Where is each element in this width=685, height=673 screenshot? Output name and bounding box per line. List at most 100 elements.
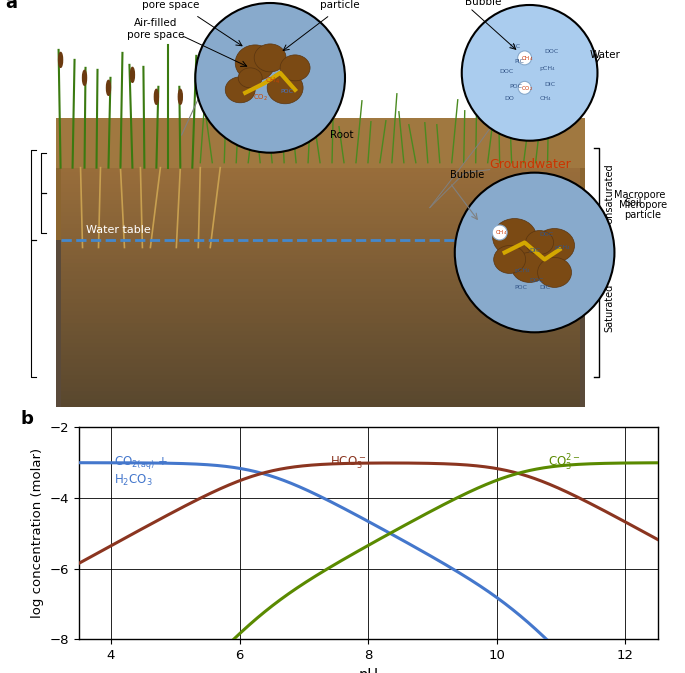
Polygon shape <box>60 367 580 371</box>
Text: pCH₄: pCH₄ <box>514 269 530 273</box>
Ellipse shape <box>512 252 547 283</box>
Ellipse shape <box>518 81 531 94</box>
Text: Micropore: Micropore <box>619 200 668 209</box>
Polygon shape <box>60 379 580 383</box>
Text: CO$_3^{2-}$: CO$_3^{2-}$ <box>548 453 581 472</box>
Text: Air-filled
pore space: Air-filled pore space <box>127 18 184 40</box>
Text: POC: POC <box>280 89 293 94</box>
Text: DOC: DOC <box>540 232 554 236</box>
Ellipse shape <box>493 219 536 256</box>
Ellipse shape <box>538 258 571 287</box>
Ellipse shape <box>280 55 310 81</box>
Polygon shape <box>60 355 580 359</box>
Text: b: b <box>21 411 34 429</box>
Polygon shape <box>60 343 580 347</box>
Polygon shape <box>60 211 580 215</box>
Ellipse shape <box>178 90 182 104</box>
Text: Bubble: Bubble <box>450 170 484 180</box>
Text: CH$_4$: CH$_4$ <box>495 229 507 238</box>
Text: POC: POC <box>510 84 523 89</box>
Polygon shape <box>60 240 580 244</box>
Polygon shape <box>60 376 580 379</box>
Text: Saturated: Saturated <box>604 284 614 332</box>
Text: a: a <box>5 0 18 12</box>
Text: Water-filled
pore space: Water-filled pore space <box>140 0 200 10</box>
Polygon shape <box>60 184 580 188</box>
Polygon shape <box>60 339 580 343</box>
Polygon shape <box>60 320 580 323</box>
X-axis label: pH: pH <box>358 668 378 673</box>
Polygon shape <box>55 207 584 407</box>
Polygon shape <box>60 399 580 403</box>
Ellipse shape <box>493 225 507 240</box>
Text: CH₄: CH₄ <box>540 96 551 101</box>
Polygon shape <box>60 232 580 236</box>
Text: HCO$_3^-$: HCO$_3^-$ <box>329 454 366 471</box>
Ellipse shape <box>525 231 553 254</box>
Polygon shape <box>60 383 580 387</box>
Polygon shape <box>60 223 580 227</box>
Ellipse shape <box>518 51 532 65</box>
Ellipse shape <box>455 173 614 332</box>
Text: DOC: DOC <box>545 49 559 54</box>
Text: Soil
particle: Soil particle <box>625 198 662 219</box>
Text: Bubble: Bubble <box>464 0 501 7</box>
Text: H$_2$CO$_3$: H$_2$CO$_3$ <box>114 473 153 488</box>
Polygon shape <box>60 335 580 339</box>
Polygon shape <box>60 271 580 275</box>
Ellipse shape <box>235 45 275 81</box>
Polygon shape <box>60 203 580 207</box>
Polygon shape <box>60 215 580 219</box>
Ellipse shape <box>195 3 345 153</box>
Polygon shape <box>60 227 580 232</box>
Polygon shape <box>55 118 584 168</box>
Ellipse shape <box>254 44 286 72</box>
Ellipse shape <box>462 5 597 141</box>
Polygon shape <box>60 295 580 299</box>
Text: CH$_4$: CH$_4$ <box>521 54 533 63</box>
Text: DIC: DIC <box>545 82 556 87</box>
Polygon shape <box>60 291 580 295</box>
Ellipse shape <box>154 90 158 104</box>
Polygon shape <box>60 359 580 363</box>
Text: PIC: PIC <box>514 59 525 64</box>
Ellipse shape <box>238 68 262 87</box>
Polygon shape <box>60 403 580 407</box>
Text: CH$_4$: CH$_4$ <box>265 76 280 86</box>
Polygon shape <box>60 323 580 327</box>
Ellipse shape <box>494 246 525 273</box>
Text: Porewater: Porewater <box>250 0 313 3</box>
Text: Unsaturated: Unsaturated <box>604 164 614 224</box>
Polygon shape <box>60 252 580 256</box>
Text: CO$_2$: CO$_2$ <box>521 84 533 93</box>
Text: CO$_2$: CO$_2$ <box>253 93 269 103</box>
Polygon shape <box>60 283 580 287</box>
Polygon shape <box>60 168 580 172</box>
Polygon shape <box>60 260 580 263</box>
Polygon shape <box>60 263 580 267</box>
Polygon shape <box>60 256 580 260</box>
Polygon shape <box>60 287 580 291</box>
Text: POC: POC <box>514 285 527 291</box>
Polygon shape <box>60 279 580 283</box>
Polygon shape <box>60 180 580 184</box>
Polygon shape <box>60 188 580 192</box>
Polygon shape <box>60 267 580 271</box>
Y-axis label: log concentration (molar): log concentration (molar) <box>31 448 44 618</box>
Polygon shape <box>60 312 580 316</box>
Polygon shape <box>55 147 584 240</box>
Polygon shape <box>60 192 580 196</box>
Polygon shape <box>60 172 580 176</box>
Polygon shape <box>60 176 580 180</box>
Text: DIC: DIC <box>530 248 540 254</box>
Text: pCH₄: pCH₄ <box>540 66 556 71</box>
Polygon shape <box>60 248 580 252</box>
Text: Water table: Water table <box>86 225 150 234</box>
Polygon shape <box>60 371 580 376</box>
Ellipse shape <box>82 71 86 85</box>
Polygon shape <box>60 299 580 304</box>
Polygon shape <box>60 244 580 248</box>
Ellipse shape <box>59 52 62 67</box>
Text: DOC: DOC <box>499 69 514 74</box>
Polygon shape <box>60 395 580 399</box>
